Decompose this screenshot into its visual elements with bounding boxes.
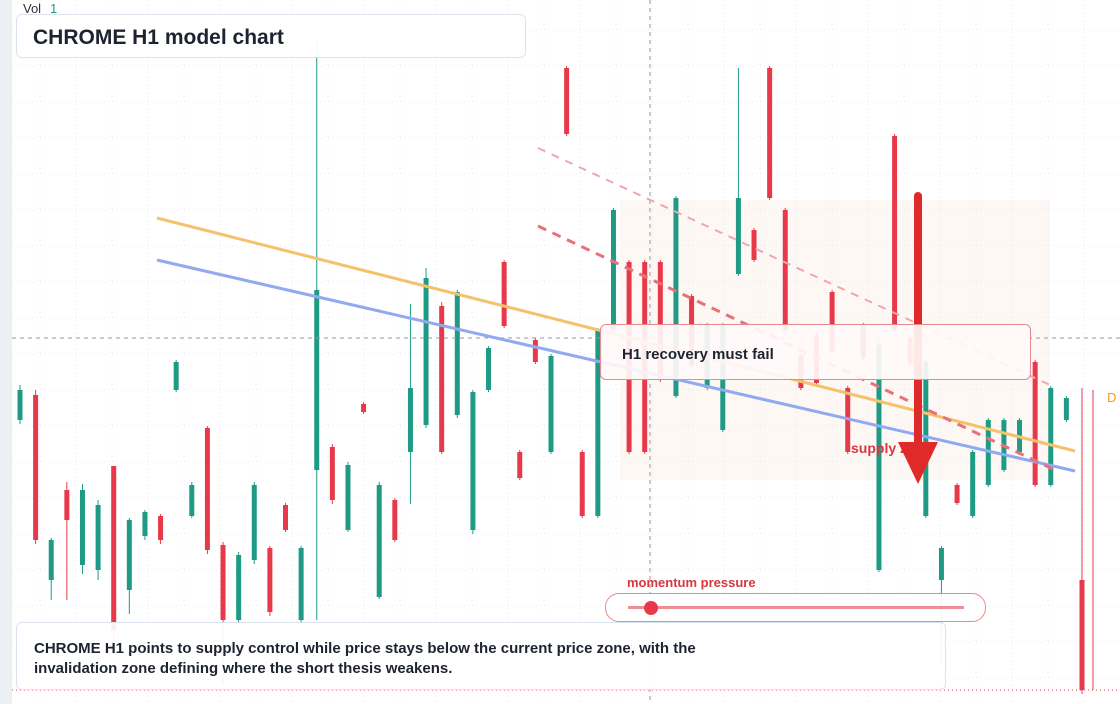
candle-body bbox=[1032, 362, 1038, 485]
annotation: H1 recovery must fail bbox=[622, 346, 774, 363]
slider-thumb[interactable] bbox=[644, 601, 658, 615]
candle-body bbox=[220, 545, 226, 620]
description-box: CHROME H1 points to supply control while… bbox=[16, 622, 946, 690]
slider[interactable] bbox=[605, 593, 986, 622]
candle-body bbox=[548, 356, 554, 452]
candle-body bbox=[735, 198, 741, 274]
candle-body bbox=[892, 136, 898, 330]
candle-body bbox=[251, 485, 257, 560]
candle-body bbox=[454, 292, 460, 415]
candle-body bbox=[1048, 388, 1054, 485]
candle-body bbox=[1063, 398, 1069, 420]
candle-body bbox=[517, 452, 523, 478]
candle-body bbox=[236, 555, 242, 620]
candle-body bbox=[392, 500, 398, 540]
candle-body bbox=[751, 230, 757, 260]
slider-track bbox=[628, 606, 964, 609]
slider-label: momentum pressure bbox=[627, 575, 756, 590]
candle-body bbox=[173, 362, 179, 390]
candle-body bbox=[111, 466, 117, 630]
candle-body bbox=[532, 340, 538, 362]
candle-body bbox=[610, 210, 616, 330]
candle-body bbox=[345, 465, 351, 530]
left-edge bbox=[0, 0, 12, 704]
candle-body bbox=[283, 505, 288, 530]
candle-body bbox=[423, 278, 429, 425]
candle-body bbox=[595, 330, 601, 516]
chart-title: CHROME H1 model chart bbox=[33, 26, 284, 49]
candle-body bbox=[782, 210, 788, 330]
candle-body bbox=[954, 485, 960, 503]
candle-body bbox=[314, 290, 320, 470]
volume-value: 1 bbox=[50, 1, 57, 16]
candles bbox=[17, 40, 1085, 694]
candle-body bbox=[376, 485, 382, 597]
candle-body bbox=[158, 516, 164, 540]
candle-body bbox=[829, 292, 835, 352]
candle-body bbox=[189, 485, 195, 516]
candle-body bbox=[64, 490, 70, 520]
candle-body bbox=[204, 428, 210, 550]
candle-body bbox=[329, 447, 335, 500]
candle-body bbox=[470, 392, 476, 530]
candle-body bbox=[1079, 580, 1085, 690]
candle-body bbox=[267, 548, 273, 612]
candle-body bbox=[657, 262, 663, 380]
candle-body bbox=[970, 452, 976, 516]
candle-body bbox=[486, 348, 492, 390]
candle-body bbox=[142, 512, 148, 536]
candle-body bbox=[439, 306, 445, 452]
candle-body bbox=[95, 505, 101, 570]
arrow-head bbox=[898, 442, 938, 484]
candle-body bbox=[48, 540, 54, 580]
candle-body bbox=[33, 395, 39, 540]
title-box: CHROME H1 model chart bbox=[16, 14, 526, 58]
candle-body bbox=[361, 404, 367, 412]
volume-label: Vol bbox=[23, 1, 41, 16]
candle-body bbox=[407, 388, 413, 452]
candle-body bbox=[17, 390, 23, 420]
candle-body bbox=[501, 262, 507, 326]
candle-body bbox=[938, 548, 944, 580]
candle-body bbox=[564, 68, 570, 134]
candle-body bbox=[673, 198, 679, 396]
annotation-box: H1 recovery must fail bbox=[600, 324, 1031, 380]
candle-body bbox=[126, 520, 132, 590]
candle-body bbox=[876, 345, 882, 570]
candle-body bbox=[298, 548, 304, 620]
description: CHROME H1 points to supply control while… bbox=[34, 640, 696, 677]
candle-body bbox=[579, 452, 585, 516]
candle-body bbox=[79, 490, 85, 565]
last-label: D bbox=[1107, 390, 1116, 405]
candle-body bbox=[767, 68, 773, 198]
candle-body bbox=[923, 362, 929, 516]
